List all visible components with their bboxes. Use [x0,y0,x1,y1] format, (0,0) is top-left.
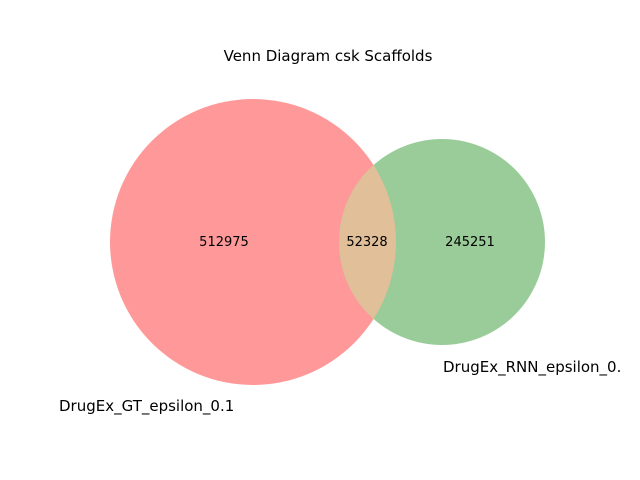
set-b-only-count: 245251 [445,235,495,250]
intersection-count: 52328 [346,235,387,250]
set-b-label: DrugEx_RNN_epsilon_0. [443,358,621,377]
set-b-circle [339,139,545,345]
set-a-label: DrugEx_GT_epsilon_0.1 [59,397,234,416]
diagram-title: Venn Diagram csk Scaffolds [224,47,433,65]
set-a-only-count: 512975 [199,235,249,250]
set-a-circle [110,99,396,385]
